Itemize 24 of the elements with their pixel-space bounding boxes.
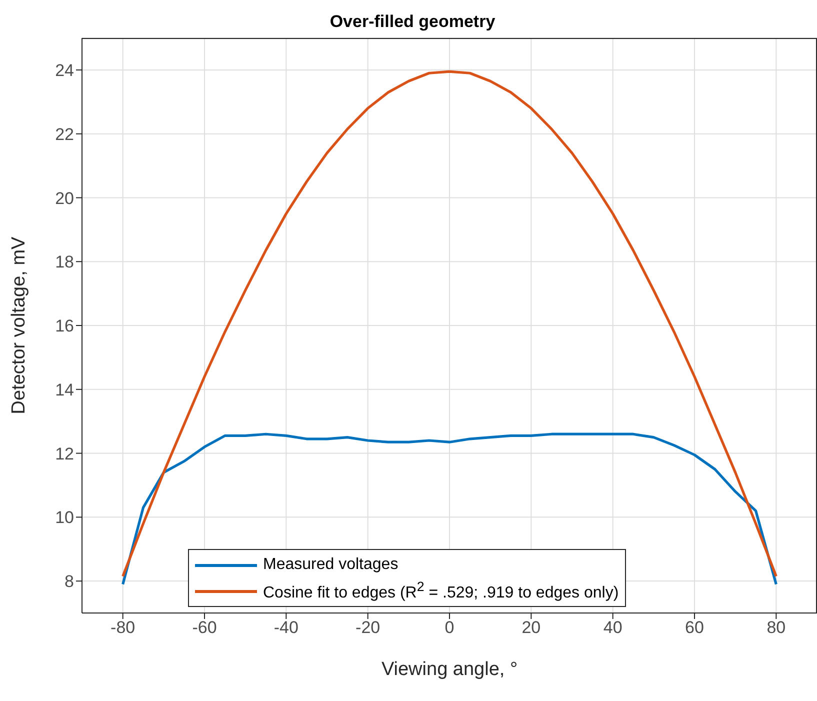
y-tick-label: 24 (55, 60, 74, 80)
x-tick-label: -40 (274, 618, 298, 638)
x-tick-label: 40 (603, 618, 622, 638)
y-tick-label: 18 (55, 252, 74, 272)
x-axis-title: Viewing angle, ° (381, 659, 518, 680)
legend-label: Cosine fit to edges (R$^{2}$ = .529; .919 to edges only) (263, 579, 619, 603)
y-tick-label: 10 (55, 508, 74, 528)
y-tick-label: 14 (55, 380, 74, 400)
line-series (122, 70, 778, 578)
x-tick-label: 0 (444, 618, 454, 638)
y-tick-label: 22 (55, 124, 74, 144)
y-tick-label: 16 (55, 316, 74, 336)
y-tick-label: 8 (64, 572, 74, 592)
x-tick-label: 80 (766, 618, 786, 638)
y-axis-title: Detector voltage, mV (8, 236, 30, 414)
x-tick-label: -80 (110, 618, 136, 638)
y-tick-label: 20 (55, 188, 74, 208)
y-tick-label: 12 (55, 444, 74, 464)
chart-title: Over-filled geometry (328, 12, 496, 32)
x-tick-label: -60 (192, 618, 217, 638)
legend-label: Measured voltages (263, 556, 398, 574)
x-tick-label: 60 (685, 618, 704, 638)
x-tick-label: -20 (356, 618, 380, 638)
x-tick-label: 20 (522, 618, 541, 638)
